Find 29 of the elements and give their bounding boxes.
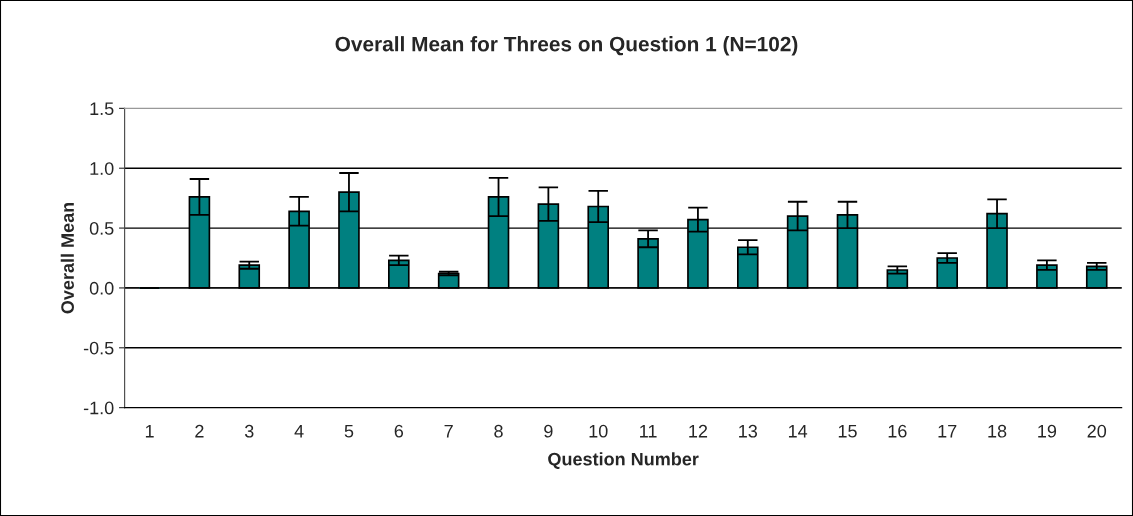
x-tick-label: 4 [294, 424, 304, 438]
x-tick-label: 14 [788, 424, 808, 438]
x-tick-label: 9 [544, 424, 553, 438]
x-tick-label: 16 [888, 424, 907, 438]
x-tick-label: 11 [640, 424, 657, 438]
y-tick-label: -0.5 [83, 341, 114, 355]
x-axis-title: Question Number [548, 452, 699, 469]
y-axis-title: Overall Mean [60, 202, 74, 314]
x-tick-label: 1 [145, 424, 154, 438]
y-tick-label: 1.0 [90, 162, 114, 175]
x-tick-label: 8 [494, 424, 503, 438]
x-tick-label: 7 [444, 424, 453, 438]
x-tick-label: 10 [589, 424, 608, 438]
x-tick-label: 12 [689, 424, 708, 438]
x-tick-label: 2 [195, 424, 204, 438]
x-tick-label: 3 [244, 424, 254, 438]
x-tick-label: 13 [739, 424, 758, 438]
x-tick-label: 6 [394, 424, 404, 438]
y-tick-label: -1.0 [83, 401, 114, 415]
x-tick-label: 5 [344, 424, 354, 438]
y-tick-label: 0.5 [89, 222, 114, 235]
x-tick-label: 18 [988, 424, 1007, 438]
x-tick-label: 17 [938, 424, 957, 438]
x-tick-label: 20 [1087, 424, 1107, 438]
y-tick-label: 1.5 [90, 102, 114, 116]
x-tick-label: 19 [1038, 424, 1057, 438]
chart-title: Overall Mean for Threes on Question 1 (N=102) [335, 36, 798, 56]
y-tick-label: 0.0 [89, 281, 114, 295]
x-tick-label: 15 [838, 424, 857, 438]
